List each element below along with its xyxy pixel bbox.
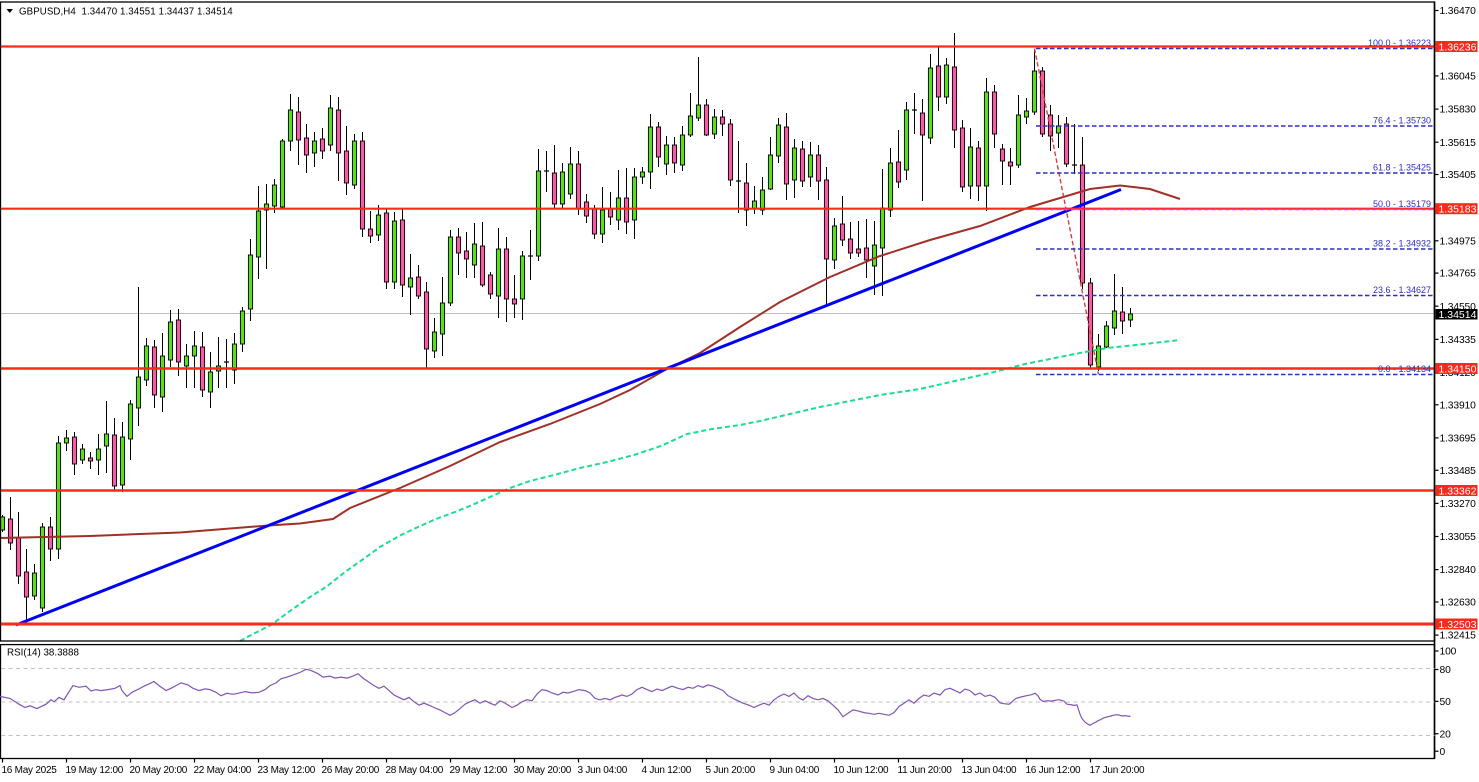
svg-text:20: 20 bbox=[1440, 729, 1452, 740]
svg-text:4 Jun 12:00: 4 Jun 12:00 bbox=[642, 765, 692, 776]
svg-text:100.0 - 1.36223: 100.0 - 1.36223 bbox=[1368, 38, 1431, 48]
svg-text:76.4 - 1.35730: 76.4 - 1.35730 bbox=[1373, 116, 1431, 126]
svg-text:50: 50 bbox=[1440, 697, 1452, 708]
svg-text:1.32840: 1.32840 bbox=[1440, 565, 1477, 576]
svg-text:1.32630: 1.32630 bbox=[1440, 598, 1477, 609]
svg-text:1.34150: 1.34150 bbox=[1439, 363, 1477, 375]
svg-text:1.35183: 1.35183 bbox=[1439, 204, 1477, 216]
svg-text:1.34765: 1.34765 bbox=[1440, 269, 1477, 280]
svg-text:38.2 - 1.34932: 38.2 - 1.34932 bbox=[1373, 239, 1431, 249]
svg-text:5 Jun 20:00: 5 Jun 20:00 bbox=[706, 765, 756, 776]
svg-text:0: 0 bbox=[1440, 747, 1446, 758]
svg-text:1.34335: 1.34335 bbox=[1440, 335, 1477, 346]
svg-text:1.33362: 1.33362 bbox=[1439, 485, 1477, 497]
svg-text:50.0 - 1.35179: 50.0 - 1.35179 bbox=[1373, 199, 1431, 209]
svg-text:30 May 20:00: 30 May 20:00 bbox=[514, 765, 572, 776]
svg-text:22 May 04:00: 22 May 04:00 bbox=[194, 765, 252, 776]
svg-text:GBPUSD,H4 1.34470 1.34551 1.3: GBPUSD,H4 1.34470 1.34551 1.34437 1.3451… bbox=[19, 7, 233, 18]
svg-text:1.35405: 1.35405 bbox=[1440, 170, 1477, 181]
svg-text:1.33910: 1.33910 bbox=[1440, 400, 1477, 411]
svg-text:11 Jun 20:00: 11 Jun 20:00 bbox=[898, 765, 953, 776]
svg-text:13 Jun 04:00: 13 Jun 04:00 bbox=[962, 765, 1018, 776]
svg-text:20 May 20:00: 20 May 20:00 bbox=[130, 765, 188, 776]
svg-text:1.33695: 1.33695 bbox=[1440, 434, 1477, 445]
svg-text:1.32503: 1.32503 bbox=[1439, 619, 1477, 631]
svg-text:28 May 04:00: 28 May 04:00 bbox=[386, 765, 444, 776]
svg-text:80: 80 bbox=[1440, 665, 1452, 676]
svg-text:19 May 12:00: 19 May 12:00 bbox=[66, 765, 124, 776]
svg-text:61.8 - 1.35425: 61.8 - 1.35425 bbox=[1373, 163, 1431, 173]
svg-text:23 May 12:00: 23 May 12:00 bbox=[258, 765, 316, 776]
svg-text:1.36470: 1.36470 bbox=[1440, 6, 1477, 17]
svg-text:23.6 - 1.34627: 23.6 - 1.34627 bbox=[1373, 285, 1431, 295]
svg-text:16 May 2025: 16 May 2025 bbox=[2, 765, 58, 776]
svg-text:1.36236: 1.36236 bbox=[1439, 41, 1477, 53]
svg-text:10 Jun 12:00: 10 Jun 12:00 bbox=[834, 765, 890, 776]
svg-text:29 May 12:00: 29 May 12:00 bbox=[450, 765, 508, 776]
svg-text:100: 100 bbox=[1440, 647, 1457, 658]
svg-text:9 Jun 04:00: 9 Jun 04:00 bbox=[770, 765, 820, 776]
svg-text:16 Jun 12:00: 16 Jun 12:00 bbox=[1026, 765, 1082, 776]
svg-text:3 Jun 04:00: 3 Jun 04:00 bbox=[578, 765, 628, 776]
svg-text:1.35615: 1.35615 bbox=[1440, 138, 1477, 149]
svg-text:17 Jun 20:00: 17 Jun 20:00 bbox=[1090, 765, 1146, 776]
svg-text:1.32415: 1.32415 bbox=[1440, 631, 1477, 642]
svg-text:1.34514: 1.34514 bbox=[1439, 309, 1477, 321]
svg-text:26 May 20:00: 26 May 20:00 bbox=[322, 765, 380, 776]
svg-text:1.36045: 1.36045 bbox=[1440, 72, 1477, 83]
svg-text:1.35830: 1.35830 bbox=[1440, 105, 1477, 116]
svg-text:1.33055: 1.33055 bbox=[1440, 532, 1477, 543]
svg-text:1.33485: 1.33485 bbox=[1440, 466, 1477, 477]
svg-text:RSI(14) 38.3888: RSI(14) 38.3888 bbox=[7, 648, 79, 659]
svg-text:1.34975: 1.34975 bbox=[1440, 236, 1477, 247]
svg-text:1.34550: 1.34550 bbox=[1440, 302, 1477, 313]
svg-text:1.33270: 1.33270 bbox=[1440, 499, 1477, 510]
svg-text:0.0 - 1.34134: 0.0 - 1.34134 bbox=[1378, 364, 1431, 374]
